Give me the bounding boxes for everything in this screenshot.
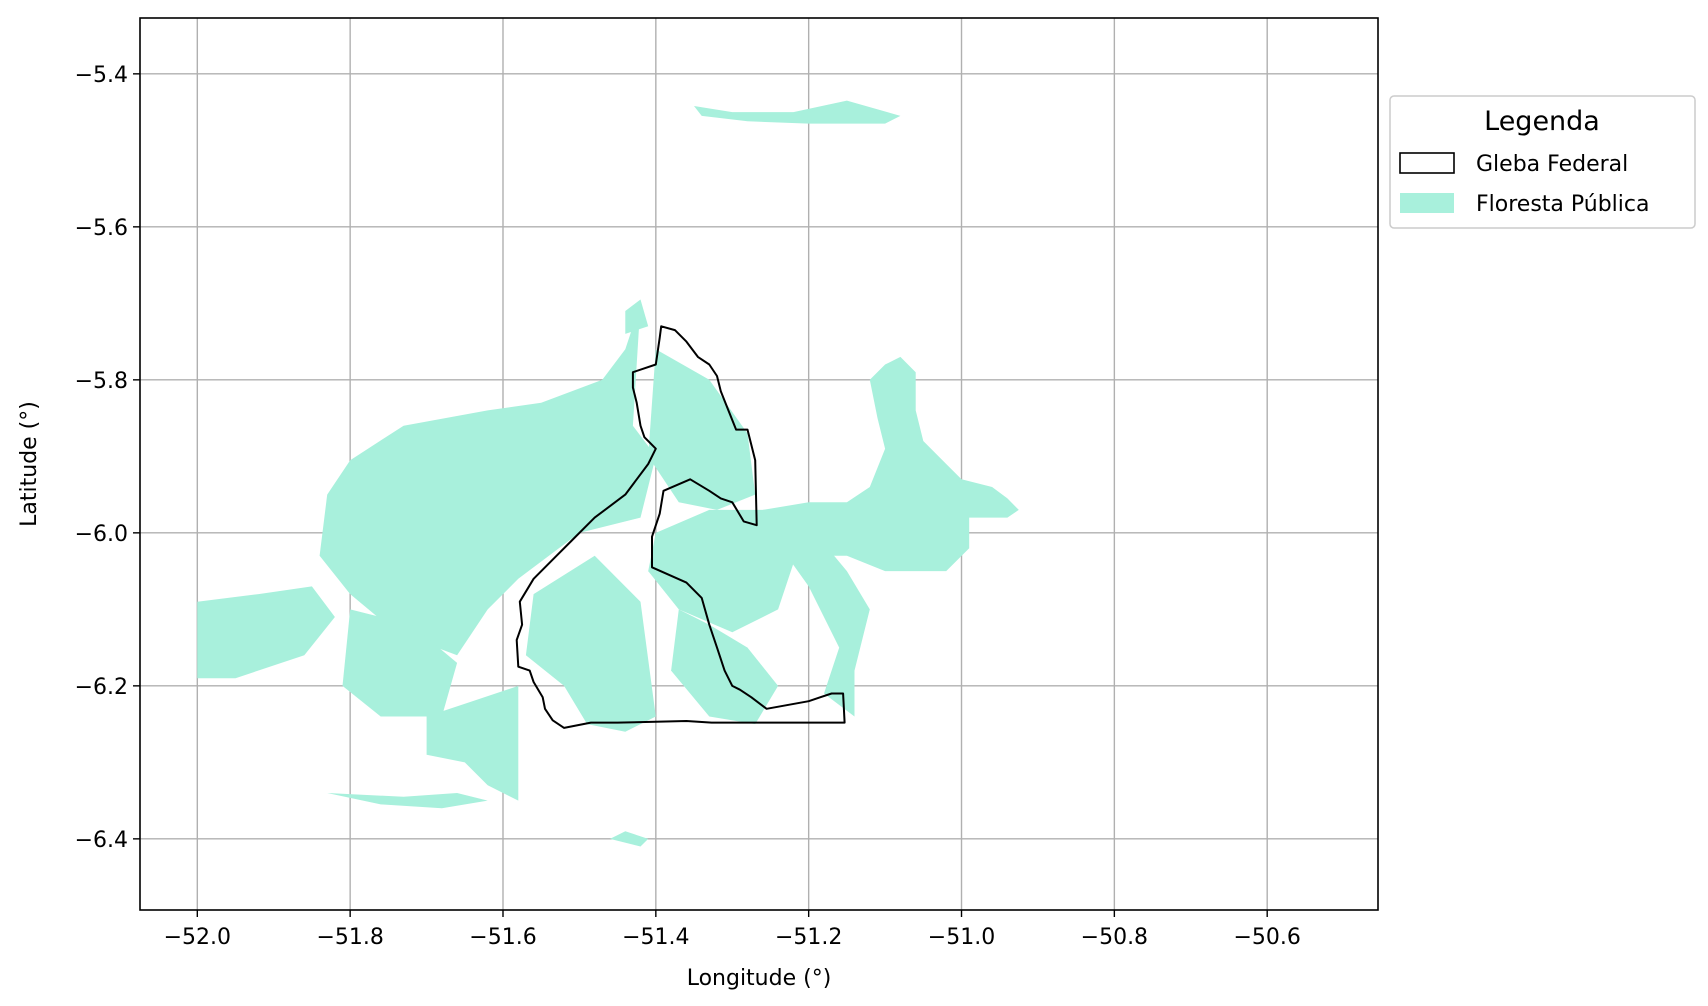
legend-box: [1389, 95, 1696, 229]
floresta-publica-layer: [197, 100, 1019, 847]
x-axis: −52.0 −51.8 −51.6 −51.4 −51.2 −51.0 −50.8 −50.6: [164, 910, 1301, 950]
x-tick-label: −51.0: [928, 925, 995, 950]
floresta-publica-polygon: [755, 356, 1019, 572]
floresta-publica-polygon: [610, 831, 649, 847]
x-tick-label: −52.0: [164, 925, 231, 950]
legend-swatch-gleba-federal: [1399, 152, 1455, 174]
floresta-publica-polygon: [525, 555, 656, 732]
legend-swatch-floresta-publica: [1400, 193, 1454, 213]
y-tick-label: −6.4: [75, 828, 128, 853]
x-tick-label: −51.8: [316, 925, 383, 950]
y-axis-label: Latitude (°): [17, 401, 42, 527]
x-tick-label: −50.8: [1081, 925, 1148, 950]
y-tick-label: −5.6: [75, 216, 128, 241]
y-tick-label: −5.4: [75, 63, 128, 88]
legend-title: Legenda: [1484, 106, 1600, 137]
floresta-publica-polygon: [671, 609, 779, 725]
floresta-publica-polygon: [319, 303, 656, 656]
legend: Legenda Gleba Federal Floresta Pública: [1389, 95, 1696, 229]
x-tick-label: −51.2: [775, 925, 842, 950]
floresta-publica-polygon: [625, 299, 649, 334]
plot-background: [140, 18, 1378, 910]
floresta-publica-polygon: [327, 793, 488, 809]
floresta-publica-polygon: [197, 586, 335, 679]
y-tick-label: −5.8: [75, 369, 128, 394]
floresta-publica-polygon: [342, 609, 458, 717]
floresta-publica-polygon: [648, 349, 756, 510]
y-axis: −5.4 −5.6 −5.8 −6.0 −6.2 −6.4: [75, 63, 140, 853]
plot-area: [139, 17, 1379, 911]
legend-label-floresta-publica: Floresta Pública: [1476, 192, 1649, 217]
x-tick-label: −50.6: [1233, 925, 1300, 950]
gleba-federal-layer: [515, 325, 846, 729]
floresta-publica-polygon: [694, 100, 901, 124]
x-axis-label: Longitude (°): [687, 966, 832, 991]
y-tick-label: −6.0: [75, 522, 128, 547]
gleba-federal-polygon: [515, 325, 846, 729]
floresta-publica-polygon: [426, 685, 519, 801]
y-tick-label: −6.2: [75, 675, 128, 700]
plot-frame: [139, 17, 1379, 911]
x-tick-label: −51.6: [469, 925, 536, 950]
legend-label-gleba-federal: Gleba Federal: [1476, 152, 1628, 177]
floresta-publica-polygon: [770, 525, 870, 717]
x-tick-label: −51.4: [622, 925, 689, 950]
